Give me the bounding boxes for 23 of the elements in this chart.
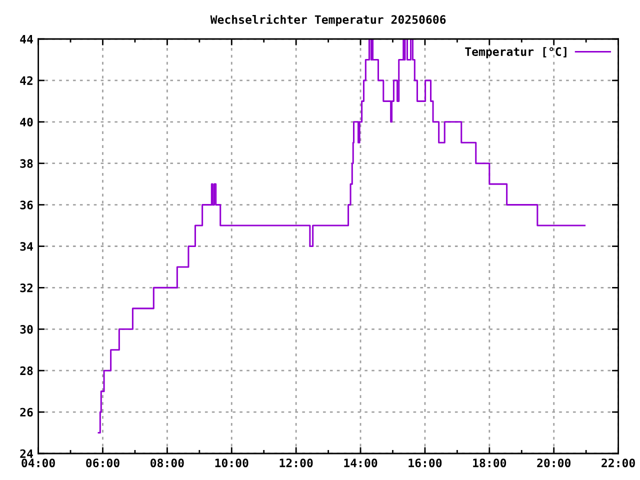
y-tick-label: 42 bbox=[20, 76, 32, 85]
y-tick-label: 40 bbox=[20, 118, 33, 126]
chart-title: Wechselrichter Temperatur 20250606 bbox=[210, 14, 446, 26]
x-tick-label: 12:00 bbox=[280, 458, 313, 468]
x-tick-label: 04:00 bbox=[22, 458, 55, 468]
x-tick-label: 20:00 bbox=[537, 458, 571, 468]
y-tick-label: 30 bbox=[20, 324, 33, 334]
y-tick-label: 44 bbox=[20, 34, 33, 44]
y-tick-label: 34 bbox=[20, 242, 33, 251]
x-tick-label: 08:00 bbox=[150, 458, 184, 468]
y-tick-label: 32 bbox=[20, 284, 32, 292]
x-tick-label: 06:00 bbox=[86, 458, 120, 468]
y-tick-label: 38 bbox=[20, 159, 33, 168]
y-tick-label: 24 bbox=[20, 449, 33, 458]
y-tick-label: 28 bbox=[20, 366, 33, 376]
x-tick-label: 16:00 bbox=[408, 458, 442, 468]
x-tick-label: 14:00 bbox=[344, 458, 378, 468]
x-tick-label: 18:00 bbox=[473, 458, 506, 468]
legend-label: Temperatur [°C] bbox=[465, 47, 566, 58]
x-tick-label: 22:00 bbox=[602, 458, 635, 468]
y-tick-label: 26 bbox=[20, 408, 33, 417]
y-tick-label: 36 bbox=[20, 200, 33, 210]
x-tick-label: 10:00 bbox=[215, 458, 248, 468]
